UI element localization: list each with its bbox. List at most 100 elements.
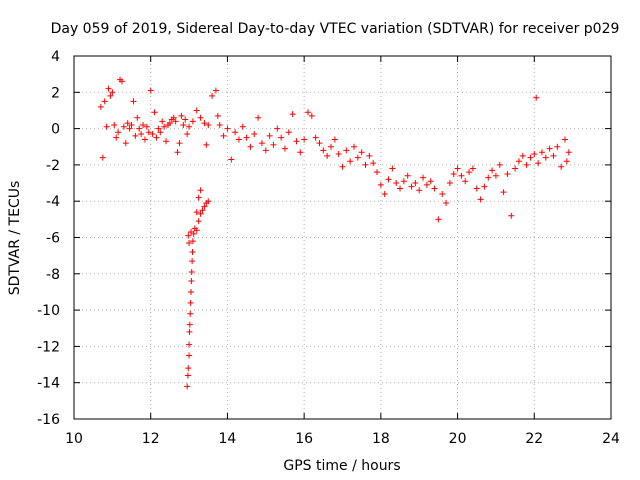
data-point — [224, 125, 231, 132]
x-tick-labels: 10 12 14 16 18 20 22 24 — [65, 431, 620, 447]
data-point — [118, 78, 125, 85]
data-point — [504, 170, 511, 177]
data-points — [97, 76, 572, 390]
data-point — [538, 149, 545, 156]
data-point — [408, 183, 415, 190]
data-point — [193, 209, 200, 216]
data-point — [519, 152, 526, 159]
data-point — [107, 92, 114, 99]
data-point — [404, 172, 411, 179]
data-point — [439, 190, 446, 197]
data-point — [462, 178, 469, 185]
data-point — [446, 180, 453, 187]
data-point — [151, 109, 158, 116]
chart-title: Day 059 of 2019, Sidereal Day-to-day VTE… — [51, 21, 620, 37]
data-point — [189, 238, 196, 245]
data-point — [186, 239, 193, 246]
data-point — [130, 98, 137, 105]
data-point — [331, 136, 338, 143]
x-tick-label: 18 — [372, 431, 390, 447]
data-point — [220, 132, 227, 139]
data-point — [195, 194, 202, 201]
data-point — [289, 111, 296, 118]
y-tick-label: -16 — [37, 412, 60, 428]
data-point — [101, 98, 108, 105]
data-point — [188, 278, 195, 285]
data-point — [193, 227, 200, 234]
data-point — [458, 172, 465, 179]
data-point — [187, 288, 194, 295]
data-point — [308, 112, 315, 119]
data-point — [186, 352, 193, 359]
data-point — [184, 372, 191, 379]
data-point — [185, 232, 192, 239]
data-point — [115, 129, 122, 136]
data-point — [195, 218, 202, 225]
data-point — [138, 131, 145, 138]
y-tick-label: -14 — [37, 376, 60, 392]
data-point — [143, 123, 150, 130]
data-point — [147, 87, 154, 94]
data-point — [197, 187, 204, 194]
data-point — [281, 145, 288, 152]
data-point — [182, 116, 189, 123]
data-point — [301, 136, 308, 143]
data-point — [163, 138, 170, 145]
data-point — [531, 151, 538, 158]
data-point — [542, 154, 549, 161]
data-point — [170, 114, 177, 121]
data-point — [324, 152, 331, 159]
y-tick-label: 2 — [51, 85, 60, 101]
data-point — [128, 121, 135, 128]
data-point — [235, 136, 242, 143]
data-point — [186, 123, 193, 130]
y-tick-label: -10 — [37, 303, 60, 319]
x-tick-label: 12 — [142, 431, 160, 447]
data-point — [523, 161, 530, 168]
data-point — [347, 158, 354, 165]
x-tick-label: 24 — [602, 431, 620, 447]
data-point — [335, 151, 342, 158]
x-axis-label: GPS time / hours — [283, 458, 400, 474]
data-point — [187, 299, 194, 306]
data-point — [285, 129, 292, 136]
y-tick-label: -4 — [46, 194, 60, 210]
data-point — [366, 152, 373, 159]
data-point — [216, 121, 223, 128]
data-point — [500, 189, 507, 196]
data-point — [120, 123, 127, 130]
data-point — [214, 112, 221, 119]
data-point — [243, 134, 250, 141]
data-point — [381, 190, 388, 197]
data-point — [212, 87, 219, 94]
data-point — [469, 165, 476, 172]
data-point — [563, 158, 570, 165]
data-point — [416, 187, 423, 194]
data-point — [558, 163, 565, 170]
data-point — [185, 365, 192, 372]
data-point — [554, 143, 561, 150]
data-point — [533, 94, 540, 101]
data-point — [149, 131, 156, 138]
data-point — [454, 165, 461, 172]
x-tick-label: 14 — [219, 431, 237, 447]
data-point — [197, 114, 204, 121]
data-point — [153, 134, 160, 141]
y-tick-label: -8 — [46, 267, 60, 283]
data-point — [312, 134, 319, 141]
data-point — [393, 180, 400, 187]
data-point — [189, 258, 196, 265]
data-point — [466, 169, 473, 176]
data-point — [105, 85, 112, 92]
y-axis-label: SDTVAR / TECUs — [7, 181, 23, 296]
data-point — [132, 132, 139, 139]
data-point — [270, 141, 277, 148]
series-1 — [184, 187, 212, 390]
data-point — [251, 131, 258, 138]
data-point — [209, 92, 216, 99]
data-point — [228, 156, 235, 163]
data-point — [431, 185, 438, 192]
data-point — [176, 140, 183, 147]
data-point — [134, 114, 141, 121]
